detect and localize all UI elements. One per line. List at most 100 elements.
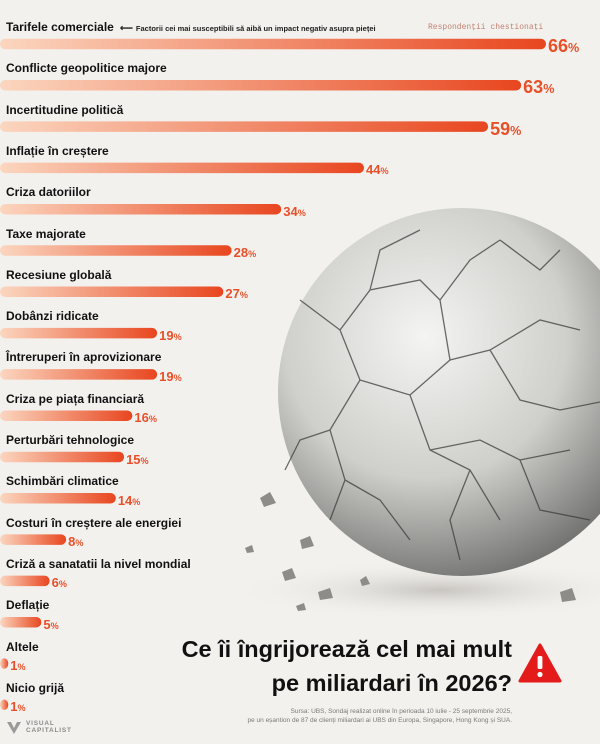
value-number: 6	[51, 575, 59, 591]
bar-taxe-majorate	[0, 245, 232, 256]
bars-group	[0, 38, 546, 711]
category-label-tarifele-comerciale: Tarifele comerciale	[6, 20, 114, 34]
value-number: 1	[10, 699, 18, 715]
bar-perturbari-tehnologice	[0, 451, 125, 463]
brand-line-1: VISUAL	[26, 720, 55, 728]
category-label-criza-pe-piata-financiara: Criza pe piața financiară	[6, 391, 145, 406]
value-number: 8	[68, 534, 76, 550]
value-number: 5	[43, 616, 51, 632]
value-label-incertitudine-politica: 59%	[490, 119, 521, 140]
chart-note: ⟵ Factorii cei mai susceptibili să aibă u…	[120, 23, 376, 34]
category-label-altele: Altele	[6, 639, 39, 654]
value-unit: %	[173, 331, 182, 342]
value-label-recesiune-globala: 27%	[225, 286, 248, 301]
bar-intreruperi-in-aprovizionare	[0, 369, 158, 380]
brand-logo: VISUAL CAPITALIST	[6, 720, 72, 735]
value-unit: %	[173, 372, 182, 383]
bar-criza-pe-piata-financiara	[0, 410, 133, 421]
value-label-intreruperi-in-aprovizionare: 19%	[159, 369, 182, 384]
value-number: 19	[159, 327, 174, 343]
bar-altele	[0, 658, 9, 669]
value-unit: %	[297, 207, 306, 218]
source-line-2: pe un eșantion de 87 de clienți miliarda…	[247, 716, 513, 724]
value-label-criza-datoriilor: 34%	[283, 204, 306, 219]
brand-line-2: CAPITALIST	[26, 727, 72, 734]
chart-note-text: Factorii cei mai susceptibili să aibă un…	[135, 24, 376, 33]
title-line-1: Ce îi îngrijorează cel mai mult	[181, 636, 512, 662]
bar-incertitudine-politica	[0, 121, 489, 132]
left-arrow-icon: ⟵	[120, 23, 133, 33]
value-number: 27	[225, 286, 240, 302]
bar-inflatie-in-crestere	[0, 162, 364, 174]
value-number: 66	[548, 36, 569, 56]
category-label-inflatie-in-crestere: Inflație în creștere	[6, 143, 109, 158]
category-label-perturbari-tehnologice: Perturbări tehnologice	[6, 433, 135, 447]
value-unit: %	[543, 82, 555, 97]
category-label-taxe-majorate: Taxe majorate	[6, 226, 86, 241]
value-unit: %	[248, 249, 257, 259]
bar-dobanzi-ridicate	[0, 327, 158, 339]
value-label-dobanzi-ridicate: 19%	[159, 328, 182, 343]
category-label-recesiune-globala: Recesiune globală	[6, 267, 112, 282]
source-note: Sursa: UBS, Sondaj realizat online în pe…	[248, 708, 513, 726]
value-number: 19	[159, 368, 174, 384]
bar-criza-datoriilor	[0, 203, 282, 215]
value-unit: %	[140, 455, 149, 466]
value-number: 59	[490, 118, 511, 139]
bar-criza-a-sanatatii-la-nivel-mondial	[0, 575, 50, 587]
bar-costuri-in-crestere-ale-energiei	[0, 534, 67, 545]
value-label-nicio-grija: 1%	[10, 699, 25, 714]
value-number: 1	[10, 658, 18, 673]
value-number: 15	[126, 451, 141, 467]
value-unit: %	[17, 662, 26, 672]
category-label-deflatie: Deflație	[6, 598, 50, 613]
value-unit: %	[148, 414, 157, 425]
value-label-altele: 1%	[10, 658, 25, 673]
bar-schimbari-climatice	[0, 493, 116, 504]
visual-capitalist-logo-icon	[7, 722, 21, 734]
warning-icon	[518, 643, 562, 683]
page-title: Ce îi îngrijorează cel mai mult pe milia…	[182, 632, 512, 700]
bar-conflicte-geopolitice-majore	[0, 80, 522, 91]
category-label-nicio-grija: Nicio grijă	[6, 680, 65, 695]
category-label-conflicte-geopolitice-majore: Conflicte geopolitice majore	[6, 61, 167, 76]
bar-tarifele-comerciale	[0, 38, 546, 50]
value-unit: %	[75, 538, 84, 549]
category-label-intreruperi-in-aprovizionare: Întreruperi în aprovizionare	[6, 350, 162, 365]
value-label-criza-a-sanatatii-la-nivel-mondial: 6%	[52, 575, 67, 590]
value-label-schimbari-climatice: 14%	[118, 493, 141, 508]
value-number: 16	[134, 410, 149, 426]
category-label-criza-datoriilor: Criza datoriilor	[6, 185, 91, 200]
category-label-dobanzi-ridicate: Dobânzi ridicate	[6, 309, 99, 324]
bar-deflatie	[0, 616, 42, 628]
value-unit: %	[568, 41, 580, 55]
value-label-costuri-in-crestere-ale-energiei: 8%	[68, 534, 83, 549]
value-label-deflatie: 5%	[43, 617, 58, 632]
value-number: 14	[117, 492, 133, 508]
value-number: 44	[366, 162, 381, 178]
title-line-2: pe miliardari în 2026?	[271, 670, 512, 697]
category-label-schimbari-climatice: Schimbări climatice	[6, 474, 119, 489]
bar-recesiune-globala	[0, 286, 224, 298]
bar-nicio-grija	[0, 699, 9, 711]
value-unit: %	[17, 703, 26, 714]
value-unit: %	[510, 123, 522, 138]
value-number: 63	[523, 77, 544, 98]
category-label-incertitudine-politica: Incertitudine politică	[6, 102, 124, 117]
value-unit: %	[58, 579, 67, 590]
value-unit: %	[132, 496, 141, 507]
legend-label: Respondenții chestionați	[428, 23, 544, 32]
value-label-criza-pe-piata-financiara: 16%	[134, 410, 157, 425]
value-number: 34	[283, 203, 298, 219]
value-number: 28	[233, 245, 249, 260]
value-label-taxe-majorate: 28%	[234, 245, 257, 260]
source-line-1: Sursa: UBS, Sondaj realizat online în pe…	[290, 708, 513, 715]
value-label-inflatie-in-crestere: 44%	[366, 162, 389, 177]
value-label-perturbari-tehnologice: 15%	[126, 452, 149, 467]
value-label-tarifele-comerciale: 66%	[548, 36, 579, 57]
value-unit: %	[380, 166, 389, 177]
value-unit: %	[239, 290, 248, 301]
category-label-costuri-in-crestere-ale-energiei: Costuri în creștere ale energiei	[6, 515, 182, 530]
